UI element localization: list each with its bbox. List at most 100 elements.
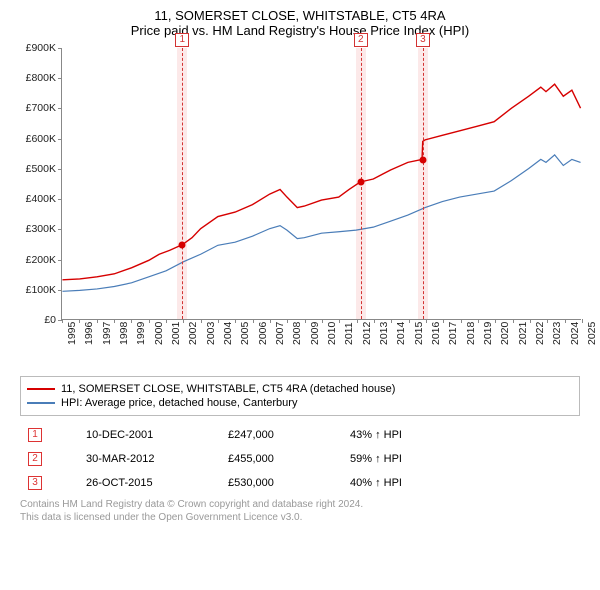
x-tick bbox=[409, 319, 410, 323]
arrow-up-icon: ↑ bbox=[375, 429, 381, 441]
y-tick-label: £800K bbox=[16, 72, 56, 84]
plot-area: 123£0£100K£200K£300K£400K£500K£600K£700K… bbox=[61, 48, 581, 320]
legend-swatch-property bbox=[27, 388, 55, 390]
y-tick bbox=[58, 139, 62, 140]
x-tick-label: 2009 bbox=[309, 322, 321, 345]
x-tick-label: 2003 bbox=[205, 322, 217, 345]
x-tick-label: 2015 bbox=[413, 322, 425, 345]
y-tick bbox=[58, 108, 62, 109]
x-tick-label: 2013 bbox=[378, 322, 390, 345]
series-svg bbox=[62, 48, 581, 319]
x-tick-label: 2020 bbox=[499, 322, 511, 345]
y-tick bbox=[58, 229, 62, 230]
x-tick-label: 2006 bbox=[257, 322, 269, 345]
x-tick bbox=[79, 319, 80, 323]
x-tick-label: 2012 bbox=[361, 322, 373, 345]
y-tick-label: £300K bbox=[16, 223, 56, 235]
table-row: 1 10-DEC-2001£247,00043% ↑ HPI bbox=[22, 424, 578, 446]
table-row: 326-OCT-2015£530,00040% ↑ HPI bbox=[22, 472, 578, 494]
x-tick bbox=[582, 319, 583, 323]
x-tick-label: 2019 bbox=[482, 322, 494, 345]
figure: 11, SOMERSET CLOSE, WHITSTABLE, CT5 4RA … bbox=[0, 0, 600, 590]
sale-date: 10-DEC-2001 bbox=[80, 424, 220, 446]
x-tick bbox=[218, 319, 219, 323]
x-tick bbox=[391, 319, 392, 323]
attribution-line1: Contains HM Land Registry data © Crown c… bbox=[20, 498, 580, 511]
x-tick bbox=[547, 319, 548, 323]
x-tick-label: 2008 bbox=[291, 322, 303, 345]
x-tick bbox=[426, 319, 427, 323]
series-line-property bbox=[62, 84, 580, 280]
legend-label-property: 11, SOMERSET CLOSE, WHITSTABLE, CT5 4RA … bbox=[61, 383, 395, 395]
x-tick bbox=[149, 319, 150, 323]
x-tick-label: 2001 bbox=[170, 322, 182, 345]
x-tick bbox=[287, 319, 288, 323]
sale-price: £247,000 bbox=[222, 424, 342, 446]
x-tick bbox=[530, 319, 531, 323]
legend-label-hpi: HPI: Average price, detached house, Cant… bbox=[61, 397, 297, 409]
x-tick bbox=[97, 319, 98, 323]
y-tick bbox=[58, 78, 62, 79]
y-tick-label: £600K bbox=[16, 133, 56, 145]
x-tick-label: 1996 bbox=[83, 322, 95, 345]
sale-marker-line bbox=[182, 48, 183, 319]
x-tick bbox=[201, 319, 202, 323]
x-tick bbox=[131, 319, 132, 323]
sale-pct: 59% ↑ HPI bbox=[344, 448, 578, 470]
x-tick bbox=[374, 319, 375, 323]
y-tick bbox=[58, 169, 62, 170]
arrow-up-icon: ↑ bbox=[375, 453, 381, 465]
x-tick bbox=[478, 319, 479, 323]
attribution-line2: This data is licensed under the Open Gov… bbox=[20, 511, 580, 524]
sale-pct: 43% ↑ HPI bbox=[344, 424, 578, 446]
sale-marker-line bbox=[423, 48, 424, 319]
sale-price: £455,000 bbox=[222, 448, 342, 470]
x-tick-label: 2016 bbox=[430, 322, 442, 345]
x-tick bbox=[114, 319, 115, 323]
legend-item-property: 11, SOMERSET CLOSE, WHITSTABLE, CT5 4RA … bbox=[27, 383, 573, 395]
sale-marker-label: 3 bbox=[416, 33, 430, 47]
sale-marker-label: 2 bbox=[354, 33, 368, 47]
y-tick bbox=[58, 199, 62, 200]
chart-container: 123£0£100K£200K£300K£400K£500K£600K£700K… bbox=[15, 42, 585, 372]
y-tick-label: £900K bbox=[16, 42, 56, 54]
x-tick bbox=[513, 319, 514, 323]
y-tick-label: £100K bbox=[16, 284, 56, 296]
x-tick-label: 2018 bbox=[465, 322, 477, 345]
legend: 11, SOMERSET CLOSE, WHITSTABLE, CT5 4RA … bbox=[20, 376, 580, 416]
x-tick-label: 2002 bbox=[187, 322, 199, 345]
y-tick-label: £500K bbox=[16, 163, 56, 175]
x-tick-label: 2005 bbox=[239, 322, 251, 345]
sale-index-box: 1 bbox=[28, 428, 42, 442]
y-tick-label: £400K bbox=[16, 193, 56, 205]
arrow-up-icon: ↑ bbox=[375, 477, 381, 489]
x-tick bbox=[183, 319, 184, 323]
x-tick-label: 2024 bbox=[569, 322, 581, 345]
x-tick-label: 2004 bbox=[222, 322, 234, 345]
x-tick bbox=[62, 319, 63, 323]
x-tick bbox=[270, 319, 271, 323]
chart-subtitle: Price paid vs. HM Land Registry's House … bbox=[10, 23, 590, 38]
sale-dot bbox=[419, 156, 426, 163]
x-tick bbox=[565, 319, 566, 323]
attribution: Contains HM Land Registry data © Crown c… bbox=[20, 498, 580, 524]
x-tick bbox=[166, 319, 167, 323]
x-tick-label: 2022 bbox=[534, 322, 546, 345]
sale-index-box: 2 bbox=[28, 452, 42, 466]
x-tick-label: 2000 bbox=[153, 322, 165, 345]
x-tick bbox=[495, 319, 496, 323]
x-tick bbox=[235, 319, 236, 323]
sale-index-box: 3 bbox=[28, 476, 42, 490]
x-tick-label: 1997 bbox=[101, 322, 113, 345]
x-tick bbox=[253, 319, 254, 323]
x-tick-label: 1998 bbox=[118, 322, 130, 345]
legend-swatch-hpi bbox=[27, 402, 55, 404]
y-tick bbox=[58, 260, 62, 261]
x-tick bbox=[305, 319, 306, 323]
sale-dot bbox=[179, 242, 186, 249]
sale-dot bbox=[357, 179, 364, 186]
sale-date: 30-MAR-2012 bbox=[80, 448, 220, 470]
sales-table: 1 10-DEC-2001£247,00043% ↑ HPI 2 30-MAR-201… bbox=[20, 422, 580, 496]
x-tick bbox=[461, 319, 462, 323]
series-line-hpi bbox=[62, 155, 580, 291]
